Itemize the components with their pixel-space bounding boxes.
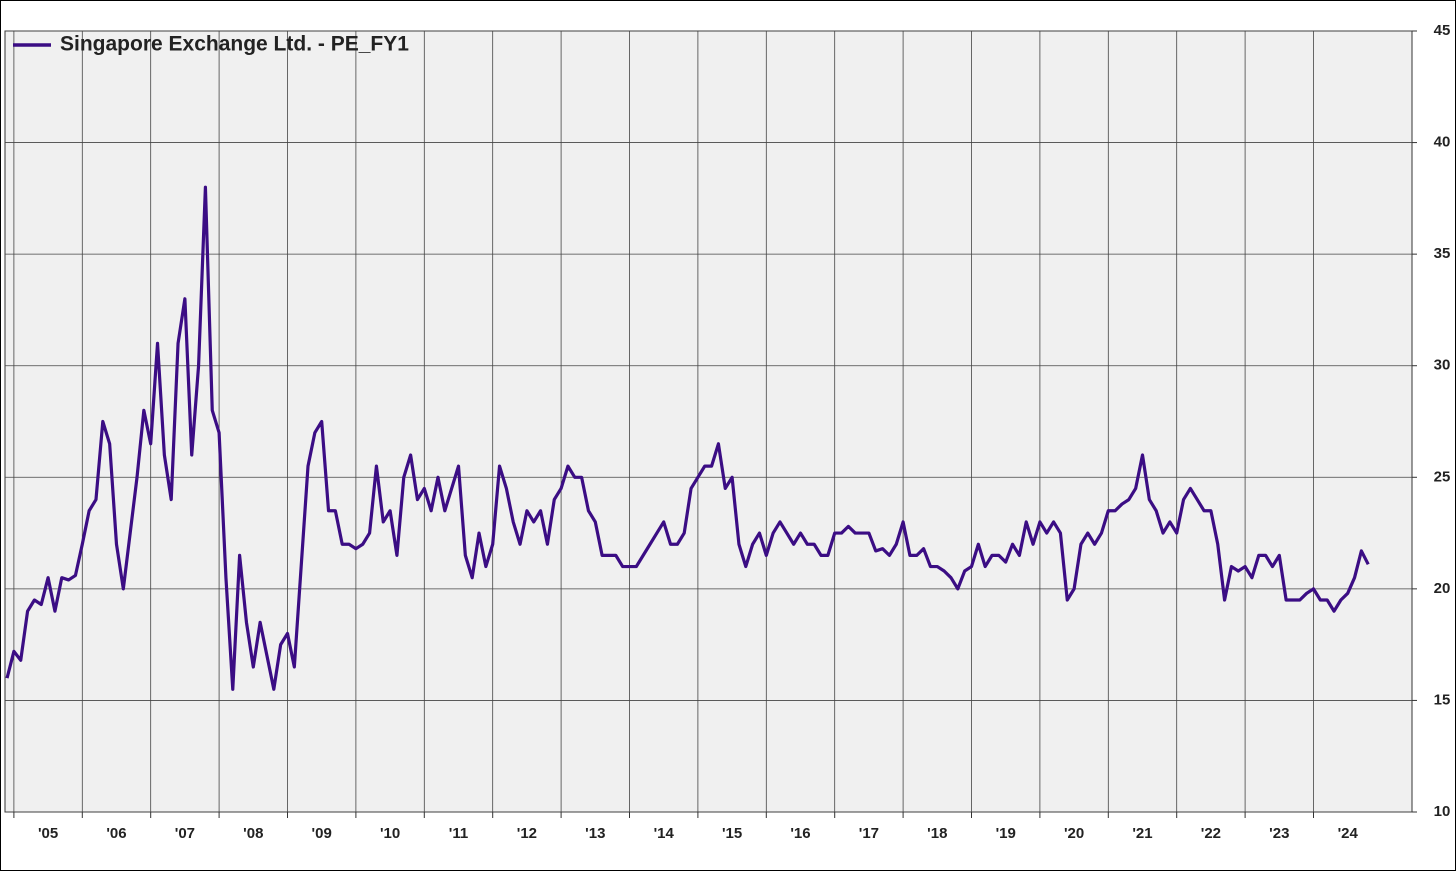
y-tick-label: 10 — [1434, 803, 1451, 820]
y-tick-label: 25 — [1434, 468, 1451, 485]
x-tick-label: '18 — [927, 825, 947, 842]
x-tick-label: '22 — [1201, 825, 1221, 842]
legend: Singapore Exchange Ltd. - PE_FY1 — [13, 33, 409, 56]
plot-area — [4, 30, 1413, 813]
y-tick-label: 15 — [1434, 691, 1451, 708]
x-tick-label: '16 — [790, 825, 810, 842]
x-tick-label: '06 — [106, 825, 126, 842]
y-tick-label: 35 — [1434, 245, 1451, 262]
x-tick-label: '20 — [1064, 825, 1084, 842]
x-tick-label: '08 — [243, 825, 263, 842]
x-tick-label: '14 — [654, 825, 675, 842]
x-tick-label: '15 — [722, 825, 742, 842]
x-tick-label: '21 — [1132, 825, 1152, 842]
legend-label: Singapore Exchange Ltd. - PE_FY1 — [60, 33, 409, 56]
x-tick-label: '19 — [996, 825, 1016, 842]
data-line — [5, 185, 1370, 691]
x-tick-label: '23 — [1269, 825, 1289, 842]
x-tick-label: '17 — [859, 825, 879, 842]
y-tick-label: 20 — [1434, 580, 1451, 597]
x-tick-label: '12 — [517, 825, 537, 842]
x-tick-label: '05 — [38, 825, 58, 842]
marks — [5, 185, 1370, 691]
x-tick-label: '09 — [312, 825, 332, 842]
x-tick-label: '07 — [175, 825, 195, 842]
x-tick-label: '11 — [449, 825, 468, 842]
x-tick-label: '10 — [380, 825, 400, 842]
grid: 10 15 20 25 30 35 40 45 '05 '06 '07 '08 '09 '10 '11 '12… — [5, 22, 1450, 842]
y-tick-label: 30 — [1434, 357, 1451, 374]
x-tick-label: '24 — [1338, 825, 1359, 842]
y-tick-label: 40 — [1434, 134, 1451, 151]
y-tick-label: 45 — [1434, 22, 1451, 39]
x-tick-label: '13 — [585, 825, 605, 842]
